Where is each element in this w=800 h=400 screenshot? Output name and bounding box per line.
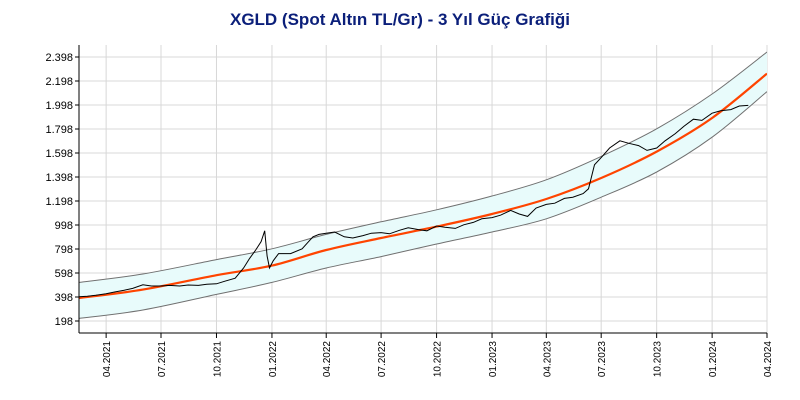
x-tick-label: 04.2021 [102,341,113,378]
y-tick-label: 1.198 [45,196,73,208]
y-tick-label: 798 [55,244,73,256]
chart-title: XGLD (Spot Altın TL/Gr) - 3 Yıl Güç Graf… [229,10,570,29]
y-tick-label: 1.998 [45,100,73,112]
x-tick-label: 07.2021 [157,341,168,378]
y-tick-label: 598 [55,268,73,280]
x-tick-label: 04.2022 [322,341,333,378]
price-line [79,104,749,298]
y-tick-label: 2.198 [45,76,73,88]
x-tick-label: 04.2023 [542,341,553,378]
x-tick-label: 01.2023 [488,341,499,378]
x-tick-label: 10.2023 [653,341,664,378]
upper-band-line [79,51,767,283]
y-tick-label: 1.798 [45,124,73,136]
y-tick-label: 1.598 [45,148,73,160]
y-tick-label: 998 [55,220,73,232]
x-tick-label: 07.2022 [377,341,388,378]
x-tick-label: 10.2021 [212,341,223,378]
y-tick-label: 398 [55,292,73,304]
lower-band-line [79,91,767,319]
x-tick-label: 04.2024 [763,341,774,378]
x-tick-label: 07.2023 [597,341,608,378]
trend-line [79,72,767,300]
y-tick-label: 198 [55,316,73,328]
x-tick-label: 01.2024 [708,341,719,378]
x-tick-label: 01.2022 [268,341,279,378]
x-tick-label: 10.2022 [433,341,444,378]
y-tick-label: 2.398 [45,52,73,64]
y-tick-label: 1.398 [45,172,73,184]
